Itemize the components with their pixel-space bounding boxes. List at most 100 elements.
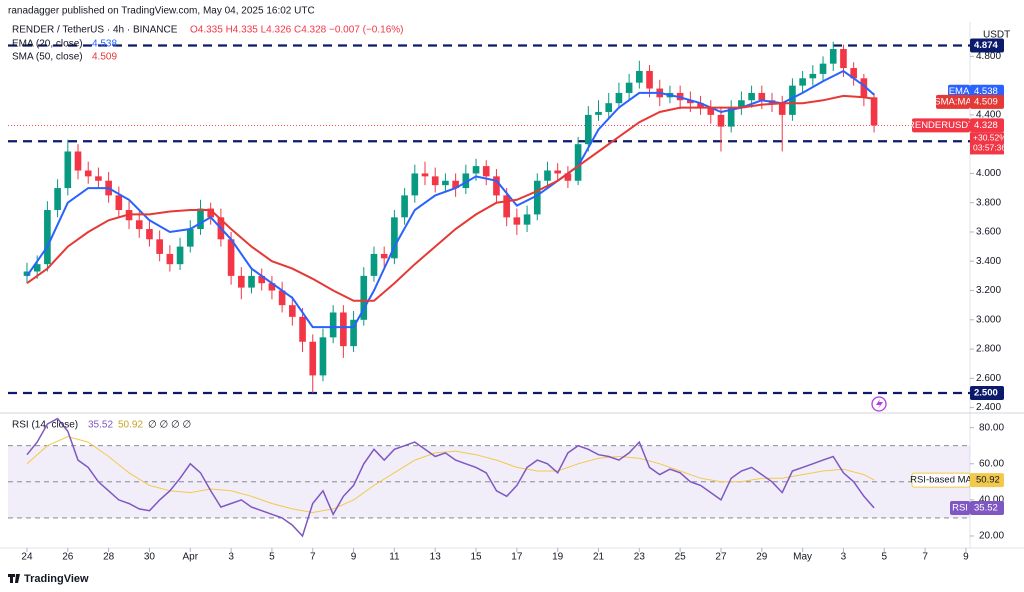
rsi-y-tick-label: 40.00 [979, 495, 1004, 506]
candle-body [289, 305, 296, 317]
candle-body [778, 103, 786, 115]
candle-body [64, 151, 72, 189]
candle-body [687, 100, 694, 104]
rsi-ma-badge-value-box [970, 473, 1004, 488]
badge-label-box [950, 500, 970, 515]
candle-body [533, 180, 541, 215]
candle-body [636, 70, 643, 83]
candle-body [819, 63, 827, 74]
candle-body [442, 180, 449, 186]
candle-body [452, 180, 459, 189]
candle-body [870, 97, 878, 126]
x-tick-label: 27 [715, 552, 727, 563]
candle-body [707, 107, 715, 115]
candle-body [605, 103, 613, 112]
badge-value: 4.509 [974, 96, 998, 107]
candle-body [584, 114, 592, 145]
x-tick-label: 25 [675, 552, 687, 563]
candle-body [54, 188, 61, 211]
legend-name: SMA (50, close) [12, 52, 83, 63]
ohlc: O4.335 H4.335 L4.326 C4.328 −0.007 (−0.1… [190, 25, 404, 36]
badge-value: 4.328 [974, 120, 998, 131]
candle-body [268, 283, 276, 291]
candle-body [319, 337, 327, 376]
candle-body [860, 78, 868, 98]
candle-body [207, 208, 215, 218]
x-tick-label: 29 [756, 552, 768, 563]
badge-countdown: 03:57:36 [973, 143, 1006, 153]
candle-body [615, 92, 623, 104]
candle-body [758, 92, 766, 101]
rsi-line [26, 417, 875, 538]
level-label: 2.500 [974, 387, 998, 398]
candle-body [564, 173, 572, 181]
y-tick-label: 3.000 [976, 314, 1001, 325]
candle-body [493, 176, 500, 196]
badge-extra-box [970, 132, 1004, 155]
rsi-ma-badge-value: 50.92 [976, 475, 1000, 486]
alert-bolt [876, 399, 883, 409]
candle-body [135, 220, 143, 230]
candle-body [789, 85, 796, 115]
candle-body [472, 166, 480, 174]
candle-body [829, 49, 837, 64]
y-tick-label: 3.600 [976, 227, 1001, 238]
candle-body [503, 195, 510, 218]
candle-body [74, 151, 82, 171]
rsi-ma-badge-label: RSI-based MA [910, 475, 972, 486]
brand-logo [8, 574, 20, 583]
candle-body [278, 290, 286, 306]
candle-body [186, 229, 194, 247]
badge-value-box [970, 118, 1004, 133]
y-tick-label: 2.800 [976, 344, 1001, 355]
chart-title: RENDER / TetherUS · 4h · BINANCE [12, 25, 178, 36]
badge-label: RSI [952, 502, 968, 513]
y-tick-label: 3.400 [976, 256, 1001, 267]
x-tick-label: 23 [634, 552, 646, 563]
candle-body [166, 253, 174, 265]
candle-body [299, 316, 306, 342]
candle-body [33, 264, 41, 272]
candle-body [329, 312, 337, 338]
candle-body [574, 144, 582, 181]
alert-icon[interactable] [871, 396, 887, 412]
candle-body [227, 239, 235, 276]
x-tick-label: 17 [511, 552, 523, 563]
x-tick-label: 9 [963, 552, 969, 563]
rsi-legend-ma: 50.92 [118, 420, 143, 431]
candle-body [360, 275, 368, 320]
x-tick-label: 3 [841, 552, 847, 563]
candle-body [523, 214, 531, 225]
x-tick-label: Apr [182, 552, 198, 563]
candle-body [646, 70, 653, 89]
candle-body [44, 210, 51, 265]
badge-value-box [970, 94, 1004, 109]
y-tick-label: 2.400 [976, 402, 1001, 413]
candle-body [380, 253, 388, 259]
candle-body [370, 253, 378, 276]
candle-body [738, 100, 745, 108]
candle-body [248, 275, 255, 288]
candle-body [146, 229, 153, 240]
x-tick-label: 9 [351, 552, 357, 563]
candle-body [554, 170, 562, 174]
candle-body [625, 82, 633, 93]
candle-body [350, 319, 357, 347]
x-tick-label: 13 [430, 552, 442, 563]
candle-body [717, 114, 725, 127]
x-tick-label: 28 [103, 552, 115, 563]
published-note: ranadagger published on TradingView.com,… [8, 6, 315, 17]
rsi-legend-empty: ∅ ∅ ∅ ∅ [148, 420, 191, 431]
badge-label: EMA [949, 86, 970, 97]
x-tick-label: 7 [922, 552, 928, 563]
candle-body [309, 341, 317, 376]
candle-body [23, 271, 31, 276]
x-tick-label: 30 [144, 552, 156, 563]
y-tick-label: 4.800 [976, 51, 1001, 62]
x-tick-label: 21 [593, 552, 605, 563]
x-tick-label: 24 [21, 552, 33, 563]
candle-body [482, 166, 490, 177]
badge-value-box [970, 500, 1004, 515]
